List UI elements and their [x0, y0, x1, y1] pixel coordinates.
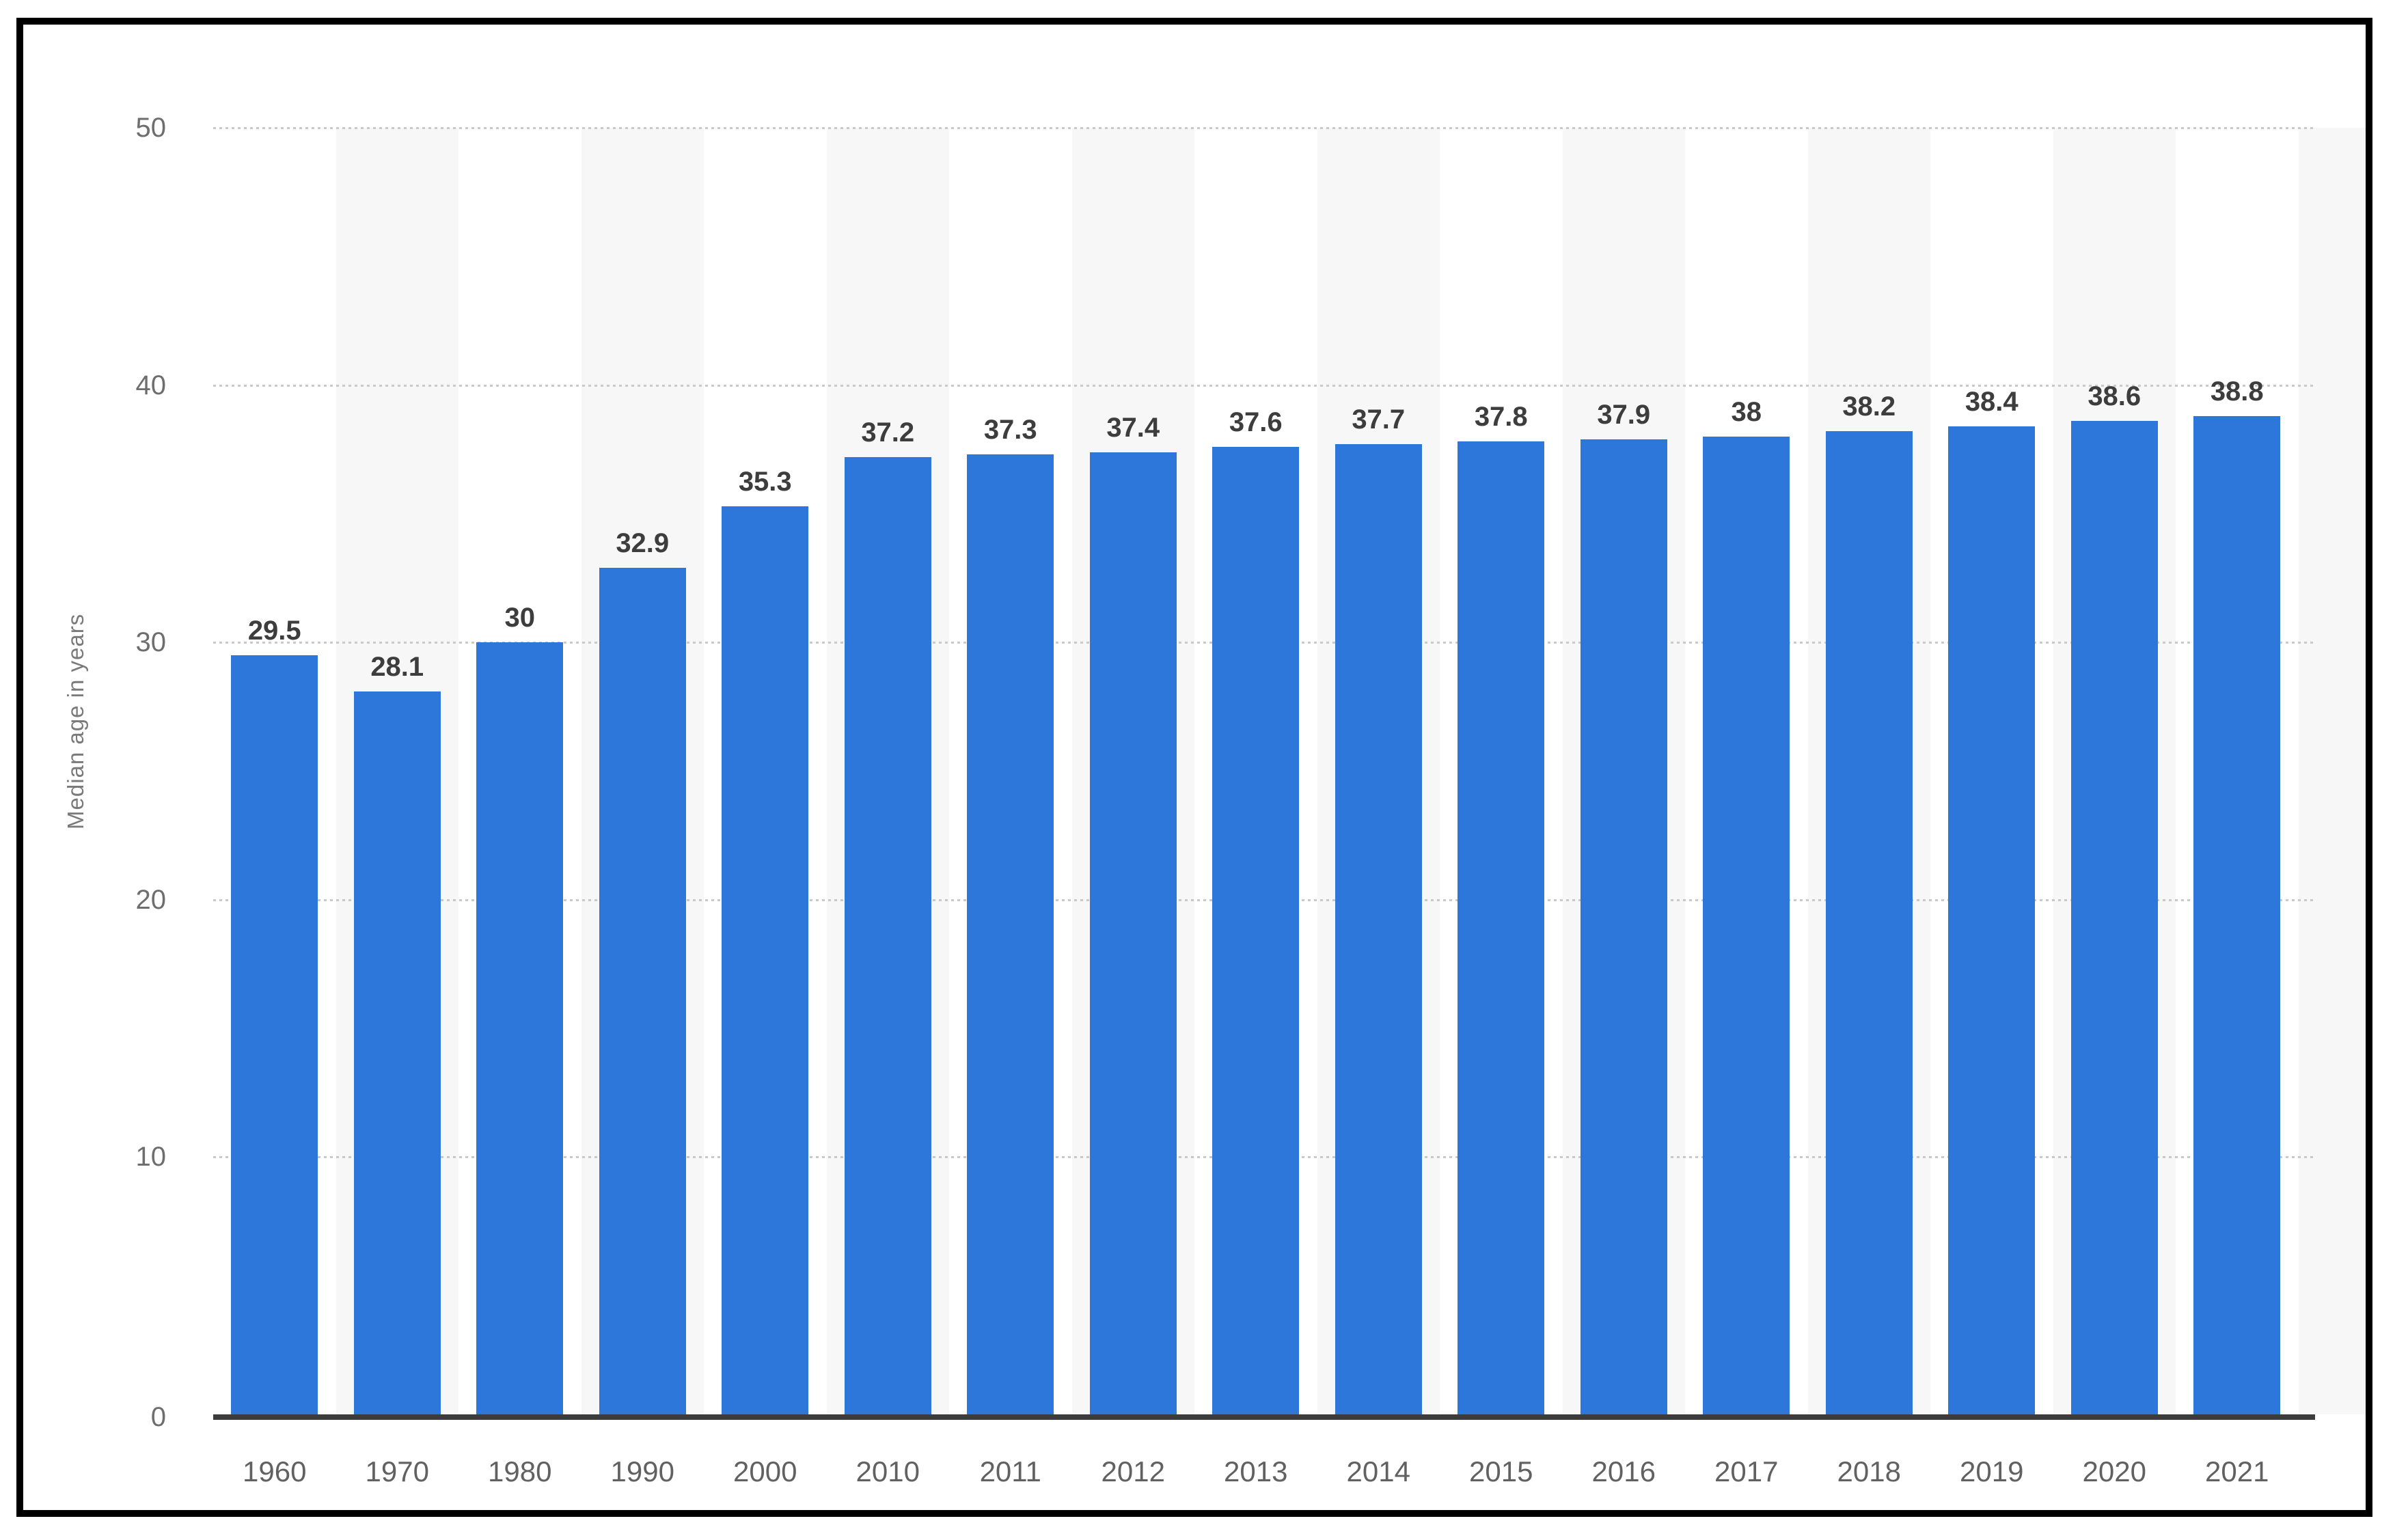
bar-1980 — [476, 642, 564, 1414]
x-axis-tick-label: 1990 — [610, 1455, 674, 1487]
background-band — [2298, 128, 2366, 1414]
y-axis-title: Median age in years — [63, 613, 88, 830]
x-axis-tick-label: 2017 — [1714, 1455, 1779, 1487]
x-axis-tick-label: 2016 — [1591, 1455, 1656, 1487]
bar-2014 — [1335, 444, 1422, 1414]
x-axis-tick-label: 2011 — [979, 1455, 1041, 1487]
bar-2021 — [2193, 415, 2281, 1414]
x-axis-tick-label: 2014 — [1346, 1455, 1410, 1487]
x-axis-tick-label: 1970 — [365, 1455, 429, 1487]
x-axis-tick-label: 1960 — [243, 1455, 307, 1487]
x-axis-tick-label: 2018 — [1837, 1455, 1901, 1487]
x-axis-tick-label: 2000 — [733, 1455, 797, 1487]
x-axis-tick-label: 2012 — [1101, 1455, 1165, 1487]
bar-2000 — [722, 506, 809, 1414]
bar-1970 — [353, 691, 441, 1414]
bar-2019 — [1948, 426, 2036, 1414]
y-axis-tick-label: 50 — [135, 113, 167, 143]
x-axis-tick-label: 2010 — [856, 1455, 920, 1487]
x-axis-tick-label: 2015 — [1469, 1455, 1533, 1487]
bar-2020 — [2070, 421, 2158, 1414]
bar-2010 — [844, 457, 931, 1414]
plot-area: 29.5 28.1 30 32.9 35.3 37.2 37.3 37.4 37.6 37.7 37… — [23, 25, 2366, 1510]
bar-2018 — [1825, 431, 1913, 1414]
x-axis-tick-label: 2013 — [1224, 1455, 1288, 1487]
bar-2016 — [1580, 439, 1667, 1414]
bar-2011 — [967, 454, 1054, 1414]
bar-2015 — [1458, 441, 1545, 1414]
bar-1960 — [231, 655, 318, 1414]
y-axis-tick-label: 10 — [135, 1142, 167, 1172]
x-axis-tick-label: 2021 — [2205, 1455, 2269, 1487]
bar-2017 — [1703, 436, 1790, 1414]
x-axis-tick-label: 2020 — [2082, 1455, 2146, 1487]
y-axis-tick-label: 20 — [135, 884, 167, 915]
bar-2012 — [1089, 452, 1177, 1414]
chart-canvas: Median age in years 0 10 20 30 40 50 29.5 28.1… — [23, 25, 2366, 1510]
chart-frame-border: Median age in years 0 10 20 30 40 50 29.5 28.1… — [16, 18, 2372, 1517]
bar-2013 — [1212, 446, 1300, 1414]
x-axis-tick-label: 1980 — [488, 1455, 552, 1487]
bar-1990 — [599, 567, 686, 1414]
y-axis-tick-label: 40 — [135, 370, 167, 400]
x-axis-tick-label: 2019 — [1960, 1455, 2024, 1487]
y-axis-tick-label: 0 — [150, 1402, 166, 1432]
x-axis-line — [213, 1414, 2315, 1420]
